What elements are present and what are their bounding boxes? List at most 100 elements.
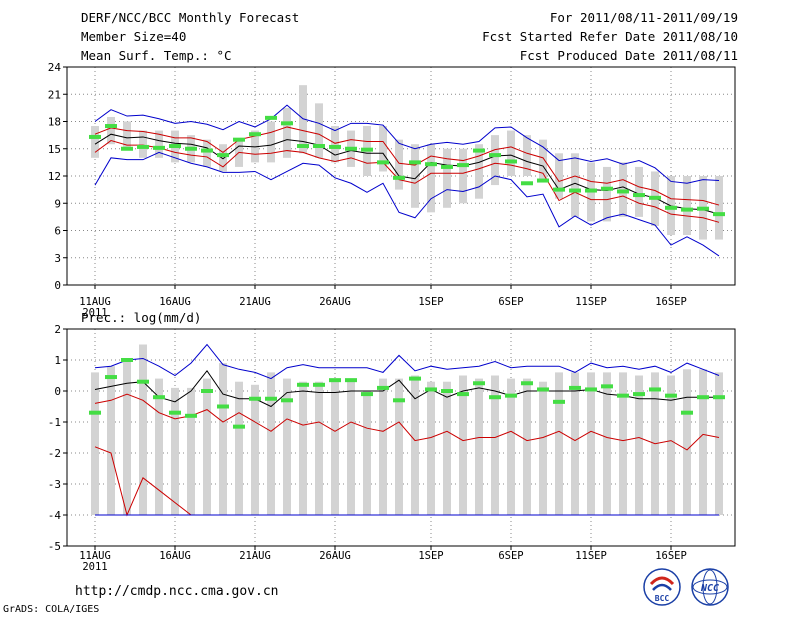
temp-observed-marker (457, 163, 469, 168)
prec-ensemble-mean-line (94, 370, 719, 408)
temp-xtick-label: 11SEP (575, 296, 607, 308)
prec-bar (635, 375, 643, 515)
prec-xtick-label: 21AUG (239, 550, 271, 562)
forecast-period: For 2011/08/11-2011/09/19 (549, 10, 738, 25)
prec-observed-marker (265, 396, 277, 401)
temp-bar (683, 176, 691, 236)
prec-observed-marker (313, 382, 325, 387)
temp-observed-marker (329, 144, 341, 149)
prec-bar (603, 372, 611, 515)
started-refer-date: Fcst Started Refer Date 2011/08/10 (482, 29, 738, 44)
temp-bar (235, 139, 243, 167)
chart-title: DERF/NCC/BCC Monthly Forecast (81, 10, 300, 25)
temp-bar (475, 144, 483, 199)
prec-observed-marker (281, 398, 293, 403)
bcc-logo-label: BCC (655, 594, 670, 603)
prec-bar (427, 381, 435, 515)
temp-observed-marker (185, 146, 197, 151)
temp-bar (427, 144, 435, 213)
prec-bar (715, 372, 723, 515)
temp-observed-marker (265, 115, 277, 120)
temp-bar (107, 116, 115, 145)
prec-ytick-label: -4 (48, 509, 62, 522)
prec-observed-marker (233, 424, 245, 429)
temp-xtick-label: 6SEP (498, 296, 523, 308)
prec-frame (66, 328, 736, 547)
prec-bar (587, 372, 595, 515)
temp-panel: 0 3 6 9 12 15 18 21 24 11AUG 16AUG 21AUG 26AUG 1SEP 6S… (48, 61, 736, 319)
prec-bar (139, 344, 147, 515)
prec-bar (155, 378, 163, 515)
prec-bar (107, 366, 115, 515)
prec-observed-marker (217, 404, 229, 409)
temp-bar (267, 121, 275, 163)
temp-panel-title: Mean Surf. Temp.: °C (81, 48, 232, 63)
temp-observed-marker (473, 148, 485, 153)
prec-observed-marker (201, 389, 213, 393)
prec-bar (699, 369, 707, 515)
prec-bar (283, 378, 291, 515)
prec-xtick-label: 26AUG (319, 550, 351, 562)
prec-observed-marker (553, 399, 565, 404)
temp-observed-marker (537, 178, 549, 183)
prec-bar (347, 381, 355, 515)
prec-bar (315, 381, 323, 515)
prec-observed-marker (409, 376, 421, 381)
prec-observed-marker (89, 410, 101, 415)
prec-ytick-label: -3 (48, 478, 61, 491)
temp-observed-marker (361, 147, 373, 152)
temp-bar (395, 139, 403, 190)
temp-observed-marker (153, 145, 165, 150)
prec-observed-marker (585, 387, 597, 392)
temp-observed-marker (201, 148, 213, 153)
prec-spread-median-line (94, 393, 720, 451)
prec-ytick-label: -5 (48, 540, 61, 553)
prec-spread-lower-line (94, 446, 192, 517)
prec-bar (667, 375, 675, 515)
temp-observed-marker (569, 188, 581, 193)
temp-ytick-label: 21 (48, 88, 61, 101)
prec-observed-marker (489, 395, 501, 400)
prec-observed-marker (697, 395, 709, 400)
temp-bar (715, 176, 723, 240)
temp-observed-marker (505, 159, 517, 164)
temp-ytick-label: 18 (48, 116, 61, 129)
prec-observed-marker (681, 410, 693, 415)
ncc-logo-label: NCC (700, 583, 719, 594)
prec-xtick-label: 16SEP (655, 550, 687, 562)
prec-bar (523, 378, 531, 515)
prec-bar (555, 372, 563, 515)
temp-observed-marker (217, 153, 229, 158)
temp-observed-marker (665, 205, 677, 210)
prec-observed-marker (601, 384, 613, 389)
prec-bar (379, 378, 387, 515)
prec-observed-marker (457, 392, 469, 397)
prec-observed-marker (425, 387, 437, 392)
temp-observed-marker (553, 187, 565, 192)
prec-ytick-label: -2 (48, 447, 61, 460)
prec-panel-title: Prec.: log(mm/d) (81, 310, 201, 325)
temp-year-label: 2011 (82, 307, 107, 319)
source-url[interactable]: http://cmdp.ncc.cma.gov.cn (75, 584, 279, 599)
prec-observed-marker (377, 385, 389, 390)
temp-bar (635, 166, 643, 217)
grads-credit: GrADS: COLA/IGES (3, 604, 100, 615)
prec-ensemble-max-line (94, 343, 720, 380)
temp-observed-marker (633, 193, 645, 198)
prec-bar (123, 360, 131, 515)
temp-bar (123, 121, 131, 149)
temp-xtick-label: 16AUG (159, 296, 191, 308)
prec-ytick-label: 2 (54, 323, 61, 336)
temp-ytick-label: 6 (54, 225, 61, 238)
temp-bar (539, 139, 547, 181)
temp-observed-marker (425, 162, 437, 167)
prec-bar (395, 378, 403, 515)
prec-observed-marker (393, 398, 405, 403)
temp-observed-marker (169, 144, 181, 149)
temp-ytick-label: 15 (48, 143, 61, 156)
temp-bar (507, 130, 515, 176)
ncc-logo: NCC (691, 568, 729, 606)
temp-observed-marker (713, 212, 725, 217)
temp-bar (91, 126, 99, 158)
